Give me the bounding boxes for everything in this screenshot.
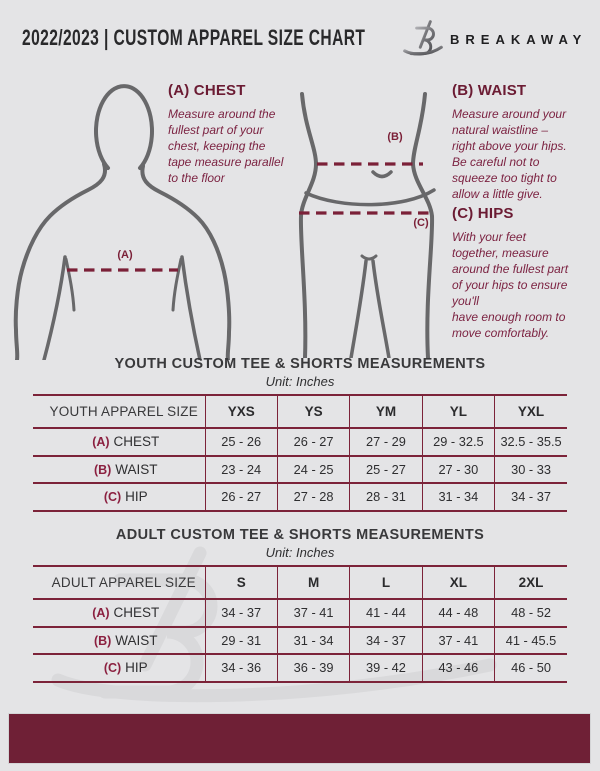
row-name: WAIST: [115, 461, 158, 477]
size-header-cell: YXL: [494, 394, 567, 428]
size-header-cell: YM: [349, 394, 423, 428]
size-value-cell: 36 - 39: [276, 653, 350, 683]
row-name: WAIST: [115, 632, 158, 648]
adult-chest-row: (A) CHEST 34 - 37 37 - 41 41 - 44 44 - 48…: [33, 598, 567, 627]
row-name: HIP: [125, 489, 148, 505]
youth-waist-row: (B) WAIST 23 - 24 24 - 25 25 - 27 27 - 30…: [33, 454, 567, 483]
hips-marker-label: (C): [413, 217, 429, 229]
size-value-cell: 37 - 41: [421, 625, 495, 654]
row-code: (C): [103, 661, 122, 676]
adult-size-column-label: ADULT APPAREL SIZE: [33, 565, 205, 599]
size-value-cell: 34 - 36: [204, 653, 278, 683]
size-value-cell: 34 - 37: [204, 598, 278, 627]
row-label-cell: (C) HIP: [33, 482, 205, 512]
row-label-cell: (A) CHEST: [33, 427, 205, 456]
size-value-cell: 39 - 42: [349, 653, 423, 683]
adult-section-title: ADULT CUSTOM TEE & SHORTS MEASUREMENTS: [115, 527, 485, 543]
size-value-cell: 27 - 28: [276, 482, 350, 512]
brand-lockup: BREAKAWAY: [402, 16, 592, 62]
size-value-cell: 31 - 34: [421, 482, 495, 512]
waist-description: Measure around your natural waistline – …: [452, 107, 567, 202]
page-title: 2022/2023 | CUSTOM APPAREL SIZE CHART: [22, 26, 366, 51]
size-header-cell: XL: [421, 565, 495, 599]
hips-heading: (C) HIPS: [452, 205, 514, 222]
size-header-cell: S: [204, 565, 278, 599]
row-name: CHEST: [113, 605, 160, 621]
size-header-cell: M: [276, 565, 350, 599]
lower-body-figure: [298, 92, 436, 358]
size-value-cell: 26 - 27: [276, 427, 350, 456]
size-value-cell: 26 - 27: [204, 482, 278, 512]
size-value-cell: 25 - 26: [204, 427, 278, 456]
row-name: CHEST: [113, 434, 160, 450]
chest-heading: (A) CHEST: [168, 82, 246, 99]
size-value-cell: 27 - 29: [349, 427, 423, 456]
waist-heading: (B) WAIST: [452, 82, 527, 99]
size-value-cell: 32.5 - 35.5: [494, 427, 567, 456]
chest-description: Measure around the fullest part of your …: [168, 107, 284, 186]
hips-description: With your feet together, measure around …: [452, 230, 569, 341]
youth-size-column-label: YOUTH APPAREL SIZE: [33, 394, 205, 428]
adult-hip-row: (C) HIP 34 - 36 36 - 39 39 - 42 43 - 46 4…: [33, 653, 567, 683]
adult-unit-label: Unit: Inches: [265, 545, 335, 560]
youth-chest-row: (A) CHEST 25 - 26 26 - 27 27 - 29 29 - 32…: [33, 427, 567, 456]
size-header-cell: 2XL: [494, 565, 567, 599]
row-label-cell: (C) HIP: [33, 653, 205, 683]
footer-bar: [8, 713, 591, 764]
size-value-cell: 41 - 44: [349, 598, 423, 627]
chest-instructions: (A) CHEST Measure around the fullest par…: [168, 82, 320, 186]
size-value-cell: 31 - 34: [276, 625, 350, 654]
upper-body-figure: [13, 84, 232, 360]
adult-waist-row: (B) WAIST 29 - 31 31 - 34 34 - 37 37 - 41…: [33, 625, 567, 654]
size-value-cell: 28 - 31: [349, 482, 423, 512]
size-header-cell: L: [349, 565, 423, 599]
size-value-cell: 41 - 45.5: [494, 625, 567, 654]
youth-header-row: YOUTH APPAREL SIZE YXS YS YM YL YXL: [33, 394, 567, 428]
brand-name: BREAKAWAY: [450, 32, 588, 47]
size-value-cell: 46 - 50: [494, 653, 567, 683]
size-value-cell: 25 - 27: [349, 454, 423, 483]
row-code: (C): [103, 490, 122, 505]
size-value-cell: 30 - 33: [494, 454, 567, 483]
youth-hip-row: (C) HIP 26 - 27 27 - 28 28 - 31 31 - 34 3…: [33, 482, 567, 512]
row-code: (A): [92, 606, 110, 621]
row-label-cell: (B) WAIST: [33, 625, 205, 654]
hips-instructions: (C) HIPS With your feet together, measur…: [452, 205, 596, 342]
size-value-cell: 34 - 37: [494, 482, 567, 512]
size-value-cell: 24 - 25: [276, 454, 350, 483]
breakaway-logo-icon: [403, 20, 443, 56]
size-value-cell: 37 - 41: [276, 598, 350, 627]
row-label-cell: (A) CHEST: [33, 598, 205, 627]
row-code: (A): [92, 435, 110, 450]
size-header-cell: YS: [276, 394, 350, 428]
size-value-cell: 44 - 48: [421, 598, 495, 627]
size-header-cell: YXS: [204, 394, 278, 428]
waist-instructions: (B) WAIST Measure around your natural wa…: [452, 82, 594, 202]
adult-header-row: ADULT APPAREL SIZE S M L XL 2XL: [33, 565, 567, 599]
chest-marker-label: (A): [117, 249, 133, 261]
youth-size-table: YOUTH APPAREL SIZE YXS YS YM YL YXL (A) C…: [33, 394, 567, 512]
row-code: (B): [93, 633, 112, 648]
size-header-cell: YL: [421, 394, 495, 428]
size-value-cell: 34 - 37: [349, 625, 423, 654]
size-value-cell: 27 - 30: [421, 454, 495, 483]
row-name: HIP: [125, 660, 148, 676]
waist-marker-label: (B): [387, 131, 403, 143]
youth-section-title: YOUTH CUSTOM TEE & SHORTS MEASUREMENTS: [114, 356, 486, 372]
size-value-cell: 48 - 52: [494, 598, 567, 627]
size-value-cell: 29 - 31: [204, 625, 278, 654]
row-code: (B): [93, 462, 112, 477]
row-label-cell: (B) WAIST: [33, 454, 205, 483]
youth-unit-label: Unit: Inches: [265, 374, 335, 389]
adult-size-table: ADULT APPAREL SIZE S M L XL 2XL (A) CHEST…: [33, 565, 567, 683]
size-value-cell: 29 - 32.5: [421, 427, 495, 456]
size-value-cell: 23 - 24: [204, 454, 278, 483]
size-value-cell: 43 - 46: [421, 653, 495, 683]
